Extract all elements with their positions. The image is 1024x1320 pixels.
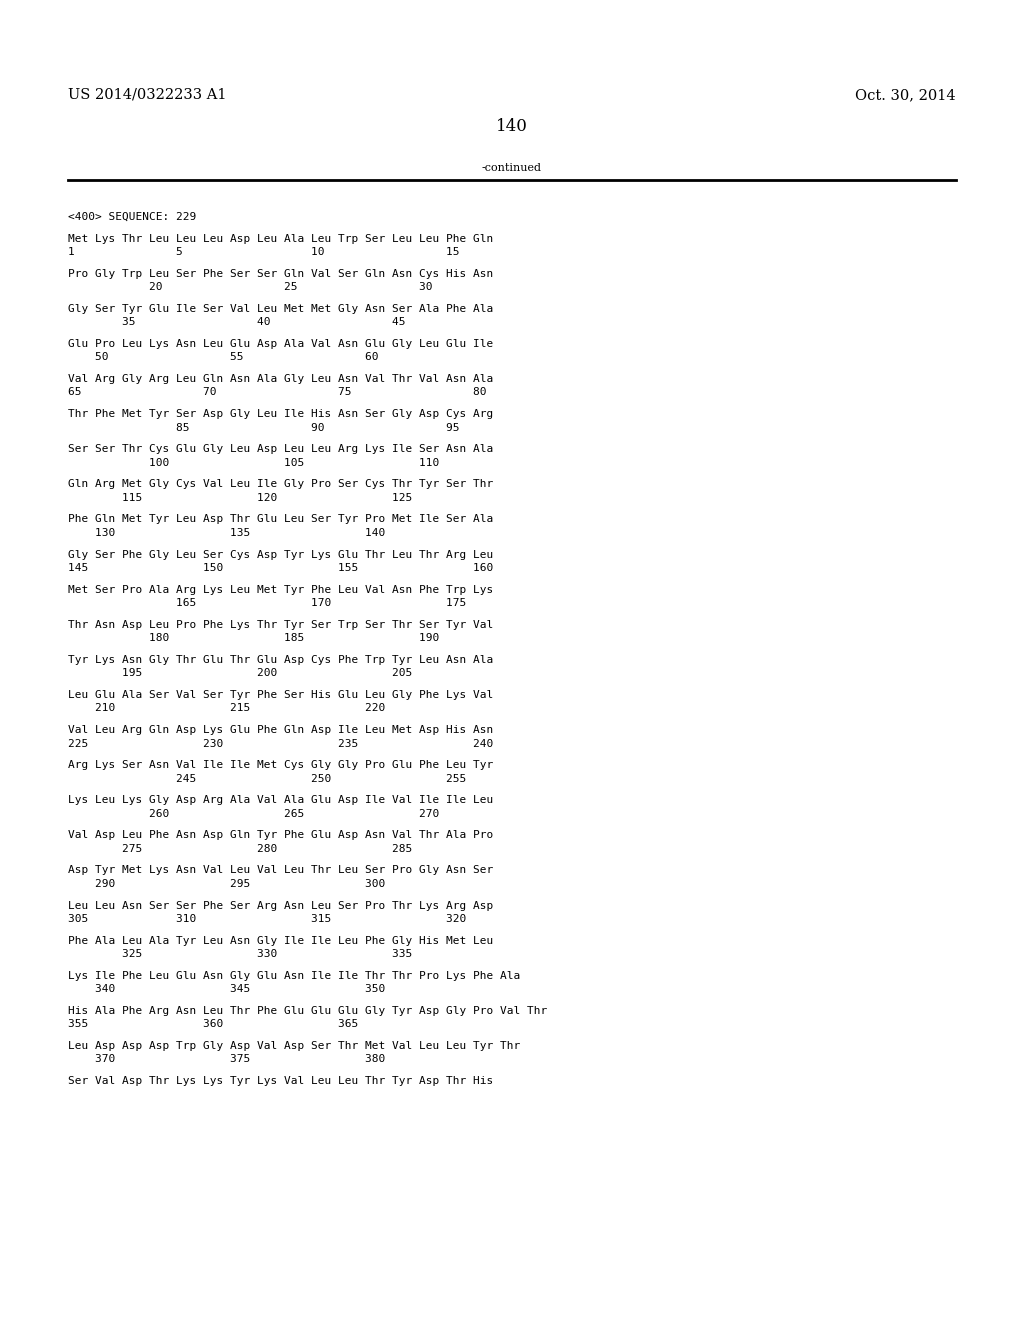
Text: US 2014/0322233 A1: US 2014/0322233 A1 (68, 88, 226, 102)
Text: -continued: -continued (482, 162, 542, 173)
Text: 290                 295                 300: 290 295 300 (68, 879, 385, 888)
Text: 35                  40                  45: 35 40 45 (68, 317, 406, 327)
Text: Leu Leu Asn Ser Ser Phe Ser Arg Asn Leu Ser Pro Thr Lys Arg Asp: Leu Leu Asn Ser Ser Phe Ser Arg Asn Leu … (68, 900, 494, 911)
Text: <400> SEQUENCE: 229: <400> SEQUENCE: 229 (68, 213, 197, 222)
Text: 245                 250                 255: 245 250 255 (68, 774, 466, 784)
Text: Phe Gln Met Tyr Leu Asp Thr Glu Leu Ser Tyr Pro Met Ile Ser Ala: Phe Gln Met Tyr Leu Asp Thr Glu Leu Ser … (68, 515, 494, 524)
Text: Glu Pro Leu Lys Asn Leu Glu Asp Ala Val Asn Glu Gly Leu Glu Ile: Glu Pro Leu Lys Asn Leu Glu Asp Ala Val … (68, 339, 494, 348)
Text: Pro Gly Trp Leu Ser Phe Ser Ser Gln Val Ser Gln Asn Cys His Asn: Pro Gly Trp Leu Ser Phe Ser Ser Gln Val … (68, 269, 494, 279)
Text: 275                 280                 285: 275 280 285 (68, 843, 413, 854)
Text: Leu Glu Ala Ser Val Ser Tyr Phe Ser His Glu Leu Gly Phe Lys Val: Leu Glu Ala Ser Val Ser Tyr Phe Ser His … (68, 690, 494, 700)
Text: 225                 230                 235                 240: 225 230 235 240 (68, 738, 494, 748)
Text: 50                  55                  60: 50 55 60 (68, 352, 379, 363)
Text: Val Leu Arg Gln Asp Lys Glu Phe Gln Asp Ile Leu Met Asp His Asn: Val Leu Arg Gln Asp Lys Glu Phe Gln Asp … (68, 725, 494, 735)
Text: Gly Ser Tyr Glu Ile Ser Val Leu Met Met Gly Asn Ser Ala Phe Ala: Gly Ser Tyr Glu Ile Ser Val Leu Met Met … (68, 304, 494, 314)
Text: Thr Phe Met Tyr Ser Asp Gly Leu Ile His Asn Ser Gly Asp Cys Arg: Thr Phe Met Tyr Ser Asp Gly Leu Ile His … (68, 409, 494, 418)
Text: 1               5                   10                  15: 1 5 10 15 (68, 247, 460, 257)
Text: Lys Leu Lys Gly Asp Arg Ala Val Ala Glu Asp Ile Val Ile Ile Leu: Lys Leu Lys Gly Asp Arg Ala Val Ala Glu … (68, 795, 494, 805)
Text: 305             310                 315                 320: 305 310 315 320 (68, 913, 466, 924)
Text: Leu Asp Asp Asp Trp Gly Asp Val Asp Ser Thr Met Val Leu Leu Tyr Thr: Leu Asp Asp Asp Trp Gly Asp Val Asp Ser … (68, 1041, 520, 1051)
Text: 65                  70                  75                  80: 65 70 75 80 (68, 388, 486, 397)
Text: 165                 170                 175: 165 170 175 (68, 598, 466, 609)
Text: 100                 105                 110: 100 105 110 (68, 458, 439, 467)
Text: Val Asp Leu Phe Asn Asp Gln Tyr Phe Glu Asp Asn Val Thr Ala Pro: Val Asp Leu Phe Asn Asp Gln Tyr Phe Glu … (68, 830, 494, 841)
Text: Lys Ile Phe Leu Glu Asn Gly Glu Asn Ile Ile Thr Thr Pro Lys Phe Ala: Lys Ile Phe Leu Glu Asn Gly Glu Asn Ile … (68, 970, 520, 981)
Text: 195                 200                 205: 195 200 205 (68, 668, 413, 678)
Text: 370                 375                 380: 370 375 380 (68, 1055, 385, 1064)
Text: His Ala Phe Arg Asn Leu Thr Phe Glu Glu Glu Gly Tyr Asp Gly Pro Val Thr: His Ala Phe Arg Asn Leu Thr Phe Glu Glu … (68, 1006, 547, 1016)
Text: 20                  25                  30: 20 25 30 (68, 282, 432, 292)
Text: 340                 345                 350: 340 345 350 (68, 985, 385, 994)
Text: Phe Ala Leu Ala Tyr Leu Asn Gly Ile Ile Leu Phe Gly His Met Leu: Phe Ala Leu Ala Tyr Leu Asn Gly Ile Ile … (68, 936, 494, 945)
Text: Ser Ser Thr Cys Glu Gly Leu Asp Leu Leu Arg Lys Ile Ser Asn Ala: Ser Ser Thr Cys Glu Gly Leu Asp Leu Leu … (68, 445, 494, 454)
Text: Gln Arg Met Gly Cys Val Leu Ile Gly Pro Ser Cys Thr Tyr Ser Thr: Gln Arg Met Gly Cys Val Leu Ile Gly Pro … (68, 479, 494, 490)
Text: Val Arg Gly Arg Leu Gln Asn Ala Gly Leu Asn Val Thr Val Asn Ala: Val Arg Gly Arg Leu Gln Asn Ala Gly Leu … (68, 374, 494, 384)
Text: Met Lys Thr Leu Leu Leu Asp Leu Ala Leu Trp Ser Leu Leu Phe Gln: Met Lys Thr Leu Leu Leu Asp Leu Ala Leu … (68, 234, 494, 244)
Text: Asp Tyr Met Lys Asn Val Leu Val Leu Thr Leu Ser Pro Gly Asn Ser: Asp Tyr Met Lys Asn Val Leu Val Leu Thr … (68, 866, 494, 875)
Text: 180                 185                 190: 180 185 190 (68, 634, 439, 643)
Text: Gly Ser Phe Gly Leu Ser Cys Asp Tyr Lys Glu Thr Leu Thr Arg Leu: Gly Ser Phe Gly Leu Ser Cys Asp Tyr Lys … (68, 549, 494, 560)
Text: 115                 120                 125: 115 120 125 (68, 492, 413, 503)
Text: 325                 330                 335: 325 330 335 (68, 949, 413, 960)
Text: 85                  90                  95: 85 90 95 (68, 422, 460, 433)
Text: 260                 265                 270: 260 265 270 (68, 809, 439, 818)
Text: Arg Lys Ser Asn Val Ile Ile Met Cys Gly Gly Pro Glu Phe Leu Tyr: Arg Lys Ser Asn Val Ile Ile Met Cys Gly … (68, 760, 494, 770)
Text: Met Ser Pro Ala Arg Lys Leu Met Tyr Phe Leu Val Asn Phe Trp Lys: Met Ser Pro Ala Arg Lys Leu Met Tyr Phe … (68, 585, 494, 594)
Text: 130                 135                 140: 130 135 140 (68, 528, 385, 539)
Text: 355                 360                 365: 355 360 365 (68, 1019, 358, 1030)
Text: 145                 150                 155                 160: 145 150 155 160 (68, 564, 494, 573)
Text: Oct. 30, 2014: Oct. 30, 2014 (855, 88, 956, 102)
Text: 210                 215                 220: 210 215 220 (68, 704, 385, 713)
Text: Tyr Lys Asn Gly Thr Glu Thr Glu Asp Cys Phe Trp Tyr Leu Asn Ala: Tyr Lys Asn Gly Thr Glu Thr Glu Asp Cys … (68, 655, 494, 665)
Text: Ser Val Asp Thr Lys Lys Tyr Lys Val Leu Leu Thr Tyr Asp Thr His: Ser Val Asp Thr Lys Lys Tyr Lys Val Leu … (68, 1076, 494, 1086)
Text: Thr Asn Asp Leu Pro Phe Lys Thr Tyr Ser Trp Ser Thr Ser Tyr Val: Thr Asn Asp Leu Pro Phe Lys Thr Tyr Ser … (68, 619, 494, 630)
Text: 140: 140 (496, 117, 528, 135)
